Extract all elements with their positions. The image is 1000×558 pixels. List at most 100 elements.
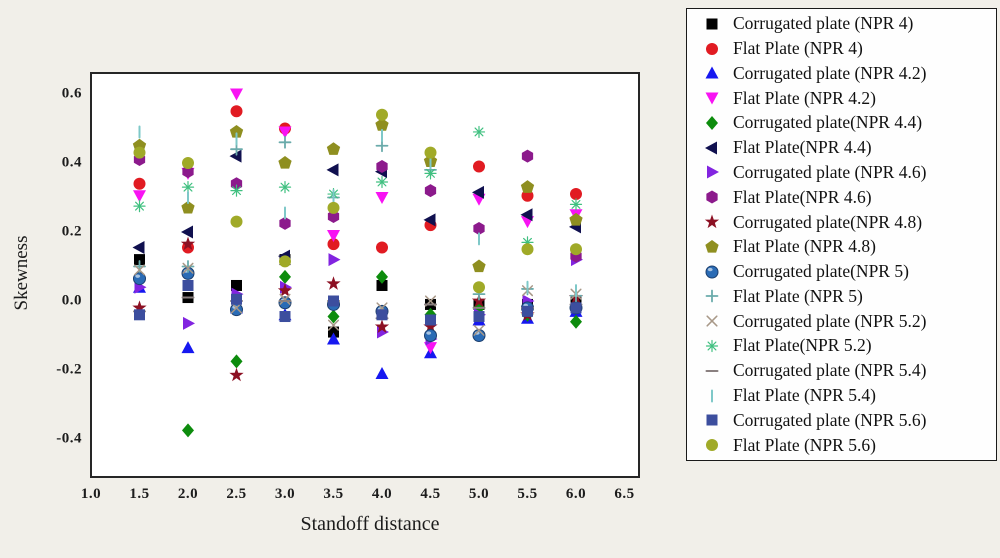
- data-point: [375, 192, 389, 204]
- legend-item: Flat Plate(NPR 4.4): [697, 136, 996, 160]
- legend-box: Corrugated plate (NPR 4) Flat Plate (NPR …: [686, 8, 997, 461]
- data-point: [472, 259, 486, 273]
- triangle-left-marker-icon: [705, 141, 717, 155]
- legend-item-label: Flat Plate (NPR 4.2): [733, 87, 876, 108]
- plot-area: [90, 72, 640, 478]
- circle-marker-icon: [706, 439, 718, 452]
- data-point: [134, 309, 145, 321]
- data-point: [230, 105, 243, 118]
- data-point: [181, 341, 195, 354]
- x-tick-label: 5.0: [468, 486, 490, 502]
- data-point: [229, 124, 244, 138]
- pentagon-marker-icon: [705, 239, 719, 253]
- data-point: [279, 216, 291, 230]
- data-point: [522, 305, 533, 317]
- y-tick-label: 0.2: [61, 223, 82, 240]
- data-point: [570, 314, 582, 329]
- data-point: [327, 238, 340, 251]
- data-point: [278, 126, 292, 139]
- legend-item-label: Corrugated plate(NPR 4.4): [733, 112, 923, 133]
- x-tick-label: 2.0: [177, 486, 199, 502]
- x-tick-label: 1.5: [129, 486, 150, 502]
- data-point: [181, 181, 195, 194]
- data-point: [425, 314, 436, 326]
- asterisk-marker-icon: [705, 339, 719, 353]
- legend-item-label: Corrugated plate(NPR 5): [733, 261, 909, 282]
- legend-item-label: Flat Plate (NPR 5): [733, 285, 863, 306]
- data-point: [521, 243, 534, 256]
- data-point: [181, 260, 195, 273]
- vline-marker-icon: [711, 389, 713, 402]
- data-point: [472, 125, 486, 139]
- legend-item-label: Flat Plate (NPR 5.6): [733, 434, 876, 455]
- data-point: [230, 215, 243, 228]
- data-point: [182, 279, 194, 291]
- legend-item: Corrugated plate (NPR 4.2): [697, 61, 996, 85]
- y-tick-label: 0.6: [61, 85, 82, 102]
- data-point: [182, 165, 194, 179]
- data-point: [521, 149, 534, 163]
- triangle-down-marker-icon: [705, 92, 719, 105]
- legend-item: Corrugated plate (NPR 4.6): [697, 160, 996, 184]
- data-point: [182, 262, 194, 274]
- data-point: [472, 185, 484, 199]
- legend-item-label: Corrugated plate (NPR 5.2): [733, 310, 927, 331]
- data-point: [327, 201, 340, 214]
- data-point: [230, 184, 243, 197]
- plus-marker-icon: [705, 289, 719, 303]
- data-point: [326, 142, 341, 155]
- data-point: [182, 423, 194, 438]
- data-point: [133, 200, 146, 213]
- legend-item-label: Flat Plate (NPR 4.8): [733, 236, 876, 257]
- legend-item-label: Flat Plate(NPR 4.4): [733, 137, 872, 158]
- data-point: [375, 366, 389, 379]
- legend-item-label: Flat Plate(NPR 5.2): [733, 335, 872, 356]
- data-point: [424, 167, 437, 180]
- data-point: [376, 269, 388, 284]
- data-point: [230, 303, 243, 317]
- data-point: [278, 181, 292, 194]
- data-point: [424, 329, 437, 342]
- data-point: [181, 200, 195, 214]
- data-point: [230, 354, 243, 369]
- circle-marker-icon: [706, 42, 718, 55]
- data-point: [473, 222, 485, 236]
- data-point: [279, 293, 291, 305]
- data-point: [376, 159, 388, 173]
- data-point: [328, 326, 339, 338]
- legend-item-label: Flat Plate(NPR 4.6): [733, 186, 872, 207]
- legend-item: Flat Plate (NPR 4.2): [697, 86, 996, 110]
- data-point: [376, 108, 388, 121]
- y-tick-label: 0.0: [61, 292, 82, 309]
- data-point: [230, 88, 243, 101]
- data-point: [229, 149, 242, 163]
- data-point: [279, 311, 291, 323]
- square-marker-icon: [706, 18, 718, 30]
- dash-marker-icon: [705, 369, 719, 372]
- legend-item: Corrugated plate (NPR 5.4): [697, 359, 996, 383]
- data-point: [231, 279, 242, 291]
- data-point: [424, 146, 437, 159]
- data-point: [327, 319, 340, 331]
- data-point: [423, 213, 436, 227]
- data-point: [473, 311, 485, 323]
- data-point: [424, 342, 437, 355]
- legend-item: Corrugated plate (NPR 4): [697, 12, 996, 36]
- data-point: [327, 229, 340, 242]
- x-tick-label: 3.0: [274, 486, 296, 502]
- data-point: [570, 243, 582, 256]
- triangle-right-marker-icon: [707, 165, 719, 179]
- data-point: [473, 281, 485, 294]
- data-point: [376, 279, 388, 291]
- legend-item: Corrugated plate(NPR 4.4): [697, 111, 996, 135]
- data-point: [327, 332, 340, 345]
- data-point: [570, 302, 582, 314]
- data-point: [473, 324, 485, 336]
- y-tick-label: -0.4: [56, 430, 82, 447]
- legend-item: Flat Plate (NPR 5): [697, 284, 996, 308]
- legend-item-label: Corrugated plate(NPR 4.8): [733, 211, 923, 232]
- x-axis-title: Standoff distance: [300, 513, 440, 535]
- data-point: [327, 209, 340, 223]
- legend-item: Corrugated plate(NPR 5): [697, 260, 996, 284]
